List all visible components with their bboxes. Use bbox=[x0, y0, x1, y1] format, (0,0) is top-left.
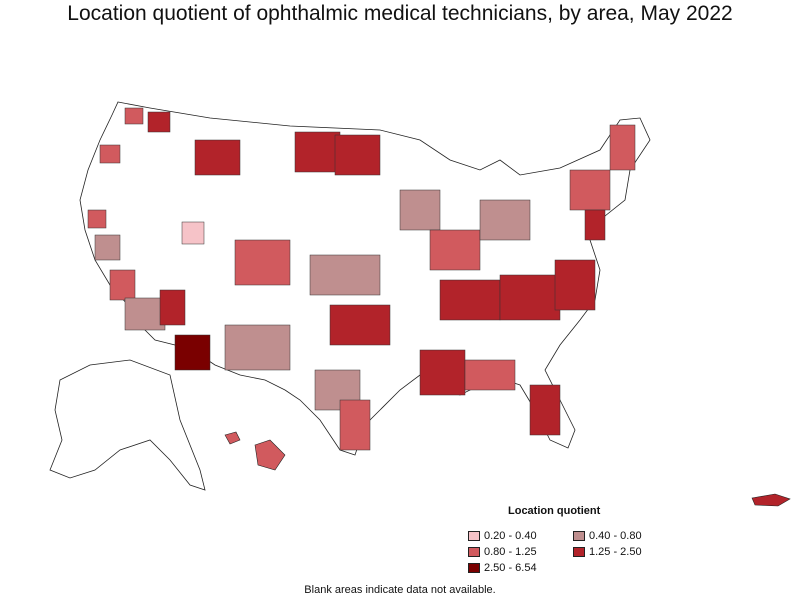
area-shape bbox=[399, 189, 441, 231]
puerto-rico bbox=[751, 493, 791, 507]
area-shape bbox=[464, 359, 516, 391]
area-shape bbox=[499, 274, 561, 321]
area-shape bbox=[309, 254, 381, 296]
legend-swatch bbox=[468, 531, 480, 541]
area-shape bbox=[234, 239, 291, 286]
hawaii-island bbox=[224, 431, 241, 445]
legend-label: 0.80 - 1.25 bbox=[484, 546, 537, 558]
legend-title: Location quotient bbox=[508, 505, 601, 517]
alaska-outline bbox=[49, 359, 206, 491]
legend-item: 1.25 - 2.50 bbox=[573, 546, 642, 558]
legend-item: 0.80 - 1.25 bbox=[468, 546, 537, 558]
legend-item: 0.40 - 0.80 bbox=[573, 530, 642, 542]
area-shape bbox=[439, 279, 501, 321]
area-shape bbox=[99, 144, 121, 164]
area-shape bbox=[181, 221, 205, 245]
area-shape bbox=[569, 169, 611, 211]
legend-label: 1.25 - 2.50 bbox=[589, 546, 642, 558]
area-shape bbox=[609, 124, 636, 171]
area-shape bbox=[194, 139, 241, 176]
area-shape bbox=[94, 234, 121, 261]
legend-swatch bbox=[573, 547, 585, 557]
area-shape bbox=[339, 399, 371, 451]
hawaii-island bbox=[254, 439, 286, 471]
area-shape bbox=[224, 324, 291, 371]
map-title: Location quotient of ophthalmic medical … bbox=[67, 2, 733, 25]
legend-item: 2.50 - 6.54 bbox=[468, 562, 537, 574]
legend-item: 0.20 - 0.40 bbox=[468, 530, 537, 542]
area-shape bbox=[124, 107, 144, 125]
area-shape bbox=[334, 134, 381, 176]
area-shape bbox=[124, 297, 166, 331]
legend-label: 0.20 - 0.40 bbox=[484, 530, 537, 542]
area-shape bbox=[529, 384, 561, 436]
legend-label: 2.50 - 6.54 bbox=[484, 562, 537, 574]
legend-label: 0.40 - 0.80 bbox=[589, 530, 642, 542]
area-shape bbox=[329, 304, 391, 346]
area-shape bbox=[554, 259, 596, 311]
area-shapes bbox=[87, 107, 636, 451]
area-shape bbox=[419, 349, 466, 396]
area-shape bbox=[584, 209, 606, 241]
legend-swatch bbox=[468, 563, 480, 573]
footnote: Blank areas indicate data not available. bbox=[304, 584, 496, 596]
legend-swatch bbox=[468, 547, 480, 557]
area-shape bbox=[314, 369, 361, 411]
area-shape bbox=[479, 199, 531, 241]
area-shape bbox=[159, 289, 186, 326]
area-shape bbox=[147, 111, 171, 133]
area-shape bbox=[109, 269, 136, 301]
area-shape bbox=[429, 229, 481, 271]
area-shape bbox=[174, 334, 211, 371]
area-shape bbox=[87, 209, 107, 229]
legend-swatch bbox=[573, 531, 585, 541]
area-shape bbox=[294, 131, 341, 173]
